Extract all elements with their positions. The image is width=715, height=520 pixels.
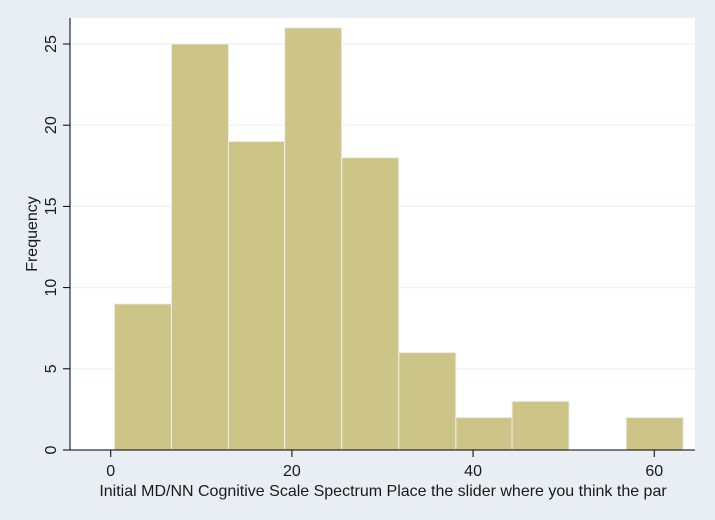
x-axis-label: Initial MD/NN Cognitive Scale Spectrum P… [99,483,667,500]
x-tick-label-2: 40 [464,463,482,480]
histogram-bar-7 [511,400,570,451]
histogram-bar-9 [625,417,684,451]
histogram-bars [113,27,684,451]
y-tick-label-5: 25 [43,35,60,53]
y-axis-label: Frequency [24,196,41,272]
histogram-bar-3 [284,27,343,451]
histogram-bar-1 [170,43,230,451]
histogram-bar-0 [113,303,172,451]
y-tick-label-3: 15 [43,197,60,215]
x-tick-label-1: 20 [283,463,301,480]
x-axis-ticks: 0 20 40 60 [106,450,663,480]
y-axis-ticks: 0 5 10 15 20 25 [43,35,70,454]
y-tick-label-2: 10 [43,279,60,297]
y-tick-label-0: 0 [43,445,60,454]
histogram-bar-6 [455,417,513,451]
histogram-bar-4 [341,157,400,451]
y-tick-label-1: 5 [43,364,60,373]
histogram-bar-5 [398,352,457,451]
histogram-bar-2 [228,140,286,451]
x-tick-label-0: 0 [106,463,115,480]
y-tick-label-4: 20 [43,116,60,134]
x-tick-label-3: 60 [645,463,663,480]
